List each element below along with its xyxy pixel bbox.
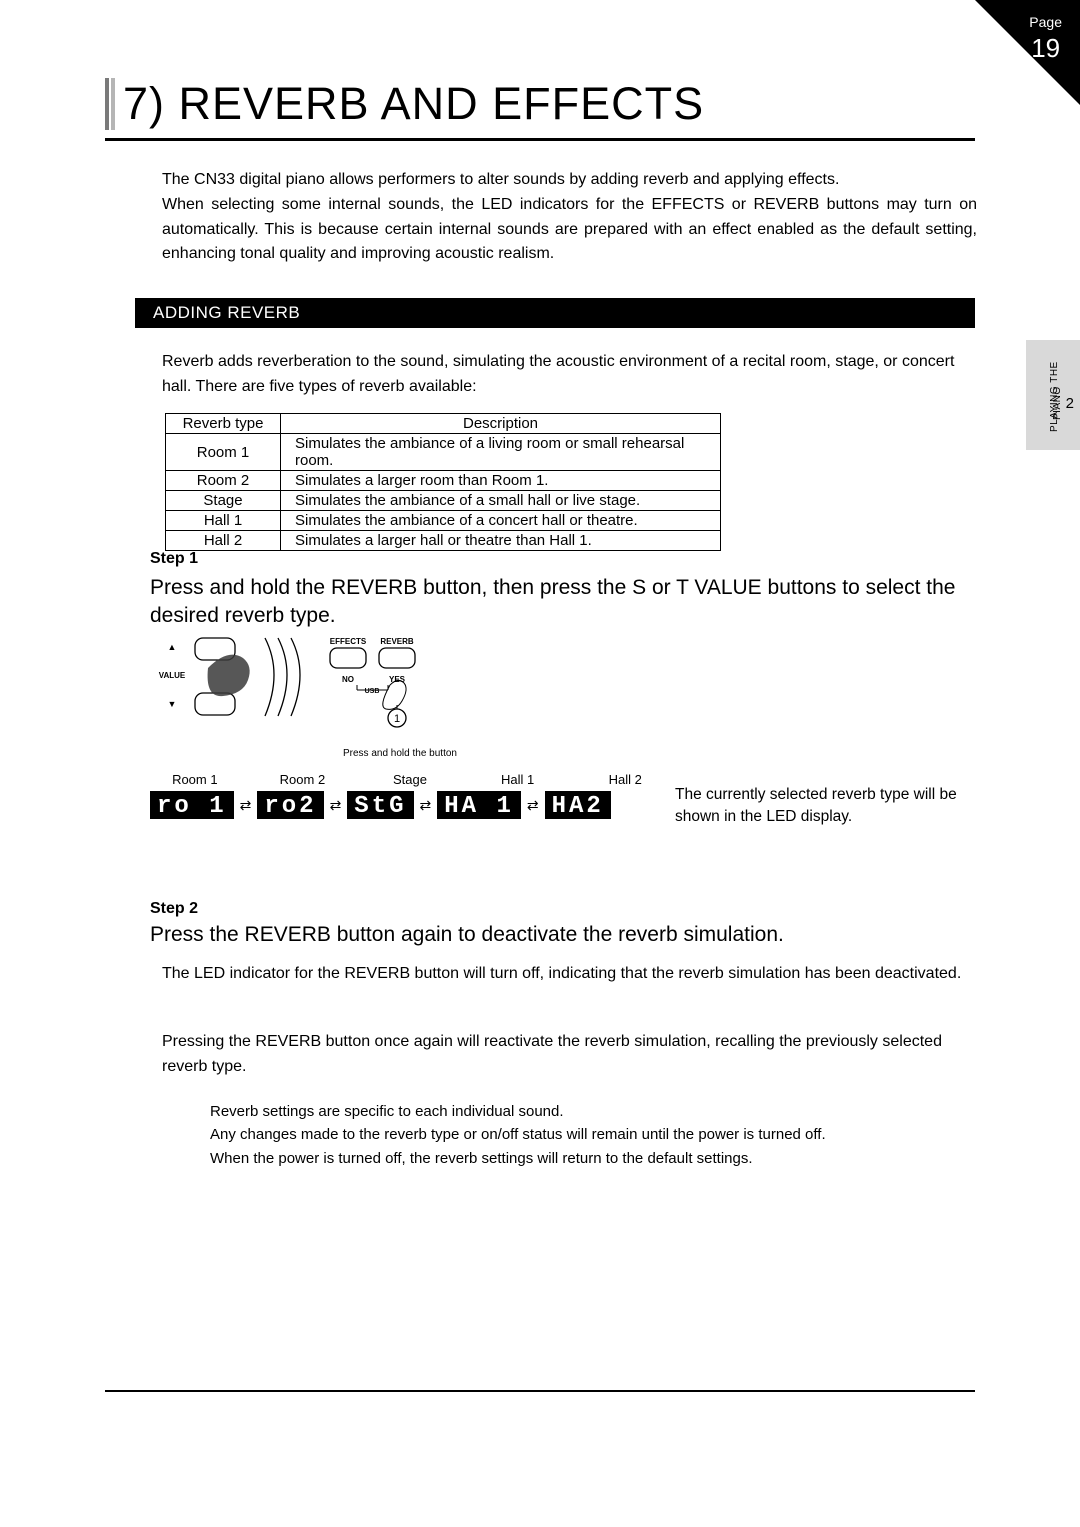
reverb-button	[379, 648, 415, 668]
page-corner-label: Page 19	[1029, 14, 1062, 64]
value-down-button	[195, 693, 235, 715]
bidir-arrow-icon: ⇄	[420, 798, 432, 812]
page-number: 19	[1029, 32, 1062, 65]
hand-icon	[208, 655, 250, 696]
led-display: StG	[347, 791, 413, 819]
table-header-desc: Description	[281, 414, 721, 434]
reverb-label: REVERB	[380, 637, 414, 646]
table-row: StageSimulates the ambiance of a small h…	[166, 491, 721, 511]
table-row: Hall 2Simulates a larger hall or theatre…	[166, 531, 721, 551]
table-header-row: Reverb type Description	[166, 414, 721, 434]
led-label: Stage	[365, 772, 455, 787]
table-cell: Hall 1	[166, 511, 281, 531]
led-display: HA2	[545, 791, 611, 819]
note-line: Reverb settings are specific to each ind…	[210, 1100, 970, 1123]
table-row: Hall 1Simulates the ambiance of a concer…	[166, 511, 721, 531]
table-cell: Room 1	[166, 434, 281, 471]
effects-button	[330, 648, 366, 668]
motion-arc	[291, 638, 300, 716]
step2-text: Press the REVERB button again to deactiv…	[150, 923, 980, 947]
display-caption: The currently selected reverb type will …	[675, 784, 975, 827]
led-row: Room 1 Room 2 Stage Hall 1 Hall 2 ro 1 ⇄…	[150, 772, 670, 819]
motion-arc	[265, 638, 274, 716]
led-display: ro2	[257, 791, 323, 819]
step1-label: Step 1	[150, 550, 198, 568]
table-cell: Simulates the ambiance of a small hall o…	[281, 491, 721, 511]
down-arrow-icon: ▼	[168, 699, 177, 709]
note-line: When the power is turned off, the reverb…	[210, 1147, 970, 1170]
step2-label: Step 2	[150, 900, 198, 918]
intro-paragraph: The CN33 digital piano allows performers…	[162, 168, 977, 267]
page-corner	[975, 0, 1080, 105]
reverb-table: Reverb type Description Room 1Simulates …	[165, 413, 721, 551]
led-label: Room 1	[150, 772, 240, 787]
bidir-arrow-icon: ⇄	[330, 798, 342, 812]
step2-body2: Pressing the REVERB button once again wi…	[162, 1030, 977, 1080]
led-labels: Room 1 Room 2 Stage Hall 1 Hall 2	[150, 772, 670, 787]
led-label: Hall 2	[580, 772, 670, 787]
table-row: Room 2Simulates a larger room than Room …	[166, 471, 721, 491]
no-label: NO	[342, 675, 354, 684]
step2-body1: The LED indicator for the REVERB button …	[162, 962, 977, 987]
table-header-type: Reverb type	[166, 414, 281, 434]
table-cell: Simulates the ambiance of a concert hall…	[281, 511, 721, 531]
diagram-svg: ▲ VALUE ▼ EFFECTS REVERB NO YES USB	[150, 630, 480, 760]
page-title: 7) REVERB AND EFFECTS	[105, 78, 975, 130]
table-cell: Room 2	[166, 471, 281, 491]
control-diagram: ▲ VALUE ▼ EFFECTS REVERB NO YES USB	[150, 630, 650, 755]
bidir-arrow-icon: ⇄	[527, 798, 539, 812]
page-word: Page	[1029, 14, 1062, 32]
intro-text: The CN33 digital piano allows performers…	[162, 171, 977, 262]
led-display: ro 1	[150, 791, 234, 819]
side-tab-line2: PIANO	[1052, 386, 1063, 420]
note-line: Any changes made to the reverb type or o…	[210, 1123, 970, 1146]
led-label: Hall 1	[473, 772, 563, 787]
bidir-arrow-icon: ⇄	[240, 798, 252, 812]
section-heading: ADDING REVERB	[153, 303, 300, 323]
effects-label: EFFECTS	[330, 637, 367, 646]
table-cell: Stage	[166, 491, 281, 511]
table-cell: Simulates a larger hall or theatre than …	[281, 531, 721, 551]
usb-label: USB	[365, 688, 380, 695]
value-label: VALUE	[159, 671, 186, 680]
table-row: Room 1Simulates the ambiance of a living…	[166, 434, 721, 471]
led-displays: ro 1 ⇄ ro2 ⇄ StG ⇄ HA 1 ⇄ HA2	[150, 791, 670, 819]
title-row: 7) REVERB AND EFFECTS	[105, 78, 975, 141]
table-cell: Hall 2	[166, 531, 281, 551]
footer-rule	[105, 1390, 975, 1392]
section-heading-bar: ADDING REVERB	[135, 298, 975, 328]
side-tab-chapter: 2	[1066, 395, 1074, 412]
table-cell: Simulates a larger room than Room 1.	[281, 471, 721, 491]
pointer-hand-icon	[383, 680, 406, 709]
up-arrow-icon: ▲	[168, 642, 177, 652]
table-cell: Simulates the ambiance of a living room …	[281, 434, 721, 471]
led-display: HA 1	[437, 791, 521, 819]
page: Page 19 PLAYING THE PIANO 2 7) REVERB AN…	[0, 0, 1080, 1527]
motion-arc	[278, 638, 287, 716]
reverb-intro: Reverb adds reverberation to the sound, …	[162, 350, 977, 400]
press-caption: Press and hold the button	[320, 748, 480, 759]
led-label: Room 2	[258, 772, 348, 787]
circled-one: 1	[394, 713, 400, 725]
step1-text: Press and hold the REVERB button, then p…	[150, 574, 980, 631]
notes-block: Reverb settings are specific to each ind…	[210, 1100, 970, 1170]
